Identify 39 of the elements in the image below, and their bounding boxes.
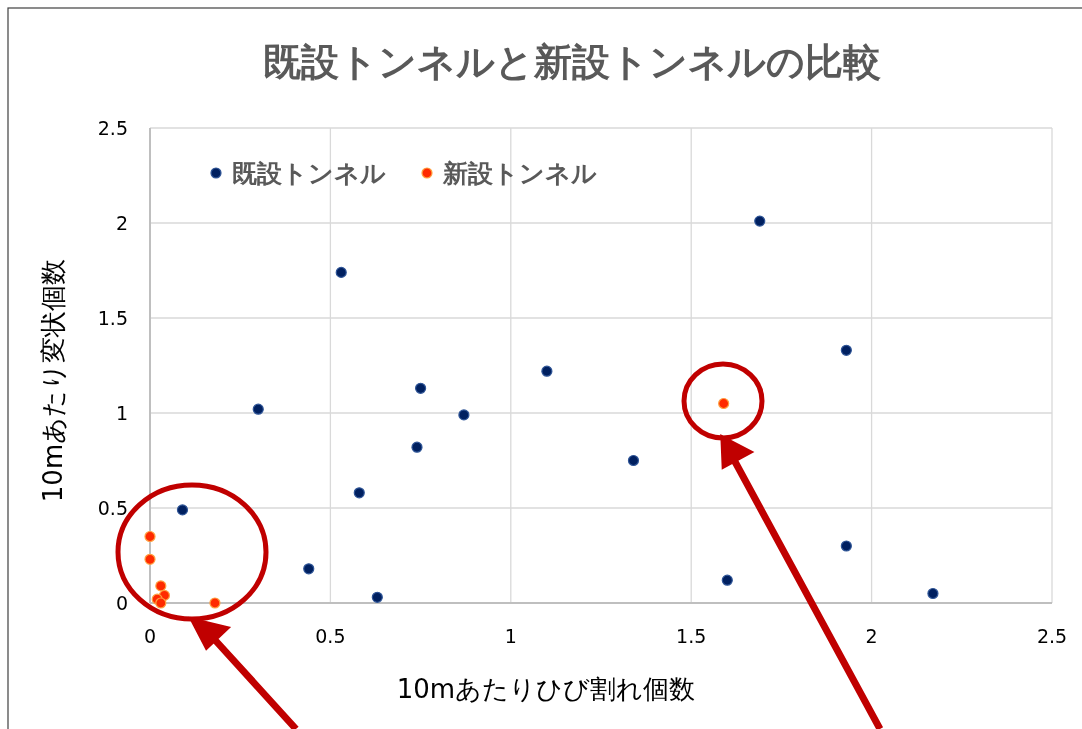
point <box>144 530 156 543</box>
point <box>176 504 189 516</box>
legend-item: 既設トンネル <box>210 159 386 188</box>
legend-item: 新設トンネル <box>421 159 597 188</box>
x-tick-label: 0 <box>143 625 157 647</box>
y-tick-label: 2.5 <box>97 117 128 139</box>
x-tick-label: 1.5 <box>676 625 707 647</box>
point <box>371 591 383 603</box>
point <box>155 597 167 609</box>
point <box>458 409 470 421</box>
x-tick-label: 1 <box>504 625 517 647</box>
point <box>303 563 315 575</box>
point <box>718 397 730 410</box>
point <box>627 454 640 467</box>
y-tick-label: 1.5 <box>97 307 128 329</box>
y-tick-label: 1 <box>115 402 128 424</box>
y-tick-label: 2 <box>115 212 128 234</box>
point <box>840 540 852 552</box>
chart-title: 既設トンネルと新設トンネルの比較 <box>263 40 881 84</box>
y-tick-label: 0.5 <box>97 497 128 519</box>
point <box>252 403 264 415</box>
point <box>353 487 365 499</box>
point <box>415 382 427 394</box>
x-tick-label: 2.5 <box>1036 625 1068 647</box>
y-tick-label: 0 <box>115 592 128 614</box>
point <box>144 553 156 565</box>
point <box>927 587 939 600</box>
x-axis-title: 10mあたりひび割れ個数 <box>396 674 696 704</box>
y-axis-title: 10mあたり変状個数 <box>38 258 68 503</box>
x-tick-label: 2 <box>865 625 878 647</box>
point <box>155 580 167 592</box>
point <box>840 344 852 356</box>
point <box>541 365 553 377</box>
point <box>209 597 221 609</box>
point <box>721 574 733 586</box>
point <box>335 266 347 278</box>
x-tick-label: 0.5 <box>315 625 346 647</box>
point <box>411 441 423 453</box>
point <box>754 215 766 227</box>
